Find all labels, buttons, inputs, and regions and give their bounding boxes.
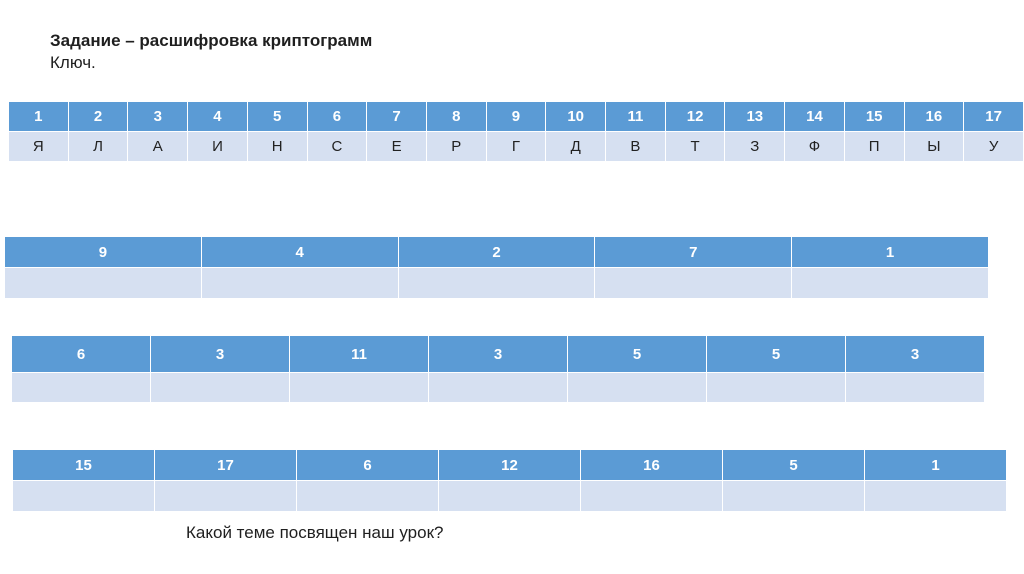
answer-cell[interactable] [289,372,429,403]
cipher-number-cell: 2 [397,236,596,268]
cipher-number-cell: 16 [580,449,723,481]
key-number-cell: 2 [67,101,129,132]
key-letter-cell: Н [246,131,308,162]
cipher-number-cell: 6 [296,449,439,481]
answer-cell[interactable] [722,480,865,512]
key-number-cell: 4 [187,101,248,132]
answer-cell[interactable] [428,372,568,403]
key-number-cell: 10 [545,101,607,132]
cipher-number-cell: 3 [845,335,985,373]
answer-cell[interactable] [154,480,297,512]
answer-cell[interactable] [4,267,202,299]
key-number-cell: 15 [843,101,905,132]
key-letter-cell: П [843,131,905,162]
cipher-number-cell: 1 [864,449,1007,481]
page-title: Задание – расшифровка криптограмм [50,31,373,50]
question-text: Какой теме посвящен наш урок? [186,523,444,542]
key-letter-cell: Е [366,131,427,162]
cipher-number-cell: 12 [438,449,581,481]
answer-cell[interactable] [12,480,155,512]
key-numbers-row: 1 2 3 4 5 6 7 8 9 10 11 12 13 14 15 16 17 [8,101,1024,132]
key-letter-cell: Т [664,131,726,162]
cipher-numbers-row: 15 17 6 12 16 5 1 [12,449,1007,481]
key-letter-cell: У [963,131,1024,162]
key-number-cell: 17 [963,101,1024,132]
key-number-cell: 9 [485,101,547,132]
answer-cell[interactable] [864,480,1007,512]
cipher-number-cell: 5 [706,335,846,373]
key-number-cell: 1 [8,101,69,132]
key-letter-cell: Я [8,131,69,162]
cipher-numbers-row: 6 3 11 3 5 5 3 [11,335,985,373]
key-number-cell: 11 [605,101,666,132]
cipher-answer-row [4,267,989,299]
key-letter-cell: В [605,131,666,162]
answer-cell[interactable] [438,480,581,512]
cipher-number-cell: 5 [722,449,865,481]
answer-cell[interactable] [580,480,723,512]
cipher-number-cell: 4 [200,236,399,268]
key-letter-cell: З [724,131,786,162]
key-letter-cell: Л [67,131,129,162]
key-number-cell: 5 [246,101,308,132]
answer-cell[interactable] [706,372,846,403]
answer-cell[interactable] [594,267,793,299]
key-number-cell: 6 [306,101,368,132]
cipher-answer-row [11,372,985,403]
answer-cell[interactable] [567,372,707,403]
cipher-table-3: 15 17 6 12 16 5 1 [12,449,1007,512]
answer-cell[interactable] [791,267,989,299]
answer-cell[interactable] [200,267,399,299]
key-number-cell: 14 [784,101,845,132]
key-number-cell: 13 [724,101,786,132]
cipher-number-cell: 9 [4,236,202,268]
answer-cell[interactable] [845,372,985,403]
cipher-number-cell: 11 [289,335,429,373]
cipher-answer-row [12,480,1007,512]
key-number-cell: 16 [903,101,965,132]
answer-cell[interactable] [11,372,151,403]
key-letter-cell: А [127,131,189,162]
cipher-number-cell: 17 [154,449,297,481]
key-number-cell: 3 [127,101,189,132]
cipher-number-cell: 6 [11,335,151,373]
cipher-table-2: 6 3 11 3 5 5 3 [11,335,985,403]
key-number-cell: 7 [366,101,427,132]
answer-cell[interactable] [150,372,290,403]
key-letter-cell: Ы [903,131,965,162]
cipher-number-cell: 5 [567,335,707,373]
key-letter-cell: С [306,131,368,162]
key-letter-cell: Г [485,131,547,162]
cipher-number-cell: 3 [150,335,290,373]
page-subtitle: Ключ. [50,53,96,72]
answer-cell[interactable] [397,267,596,299]
key-letter-cell: Ф [784,131,845,162]
cipher-number-cell: 3 [428,335,568,373]
cipher-number-cell: 1 [791,236,989,268]
key-letter-cell: Д [545,131,607,162]
key-letter-cell: Р [425,131,487,162]
key-number-cell: 12 [664,101,726,132]
cipher-number-cell: 15 [12,449,155,481]
cipher-number-cell: 7 [594,236,793,268]
key-number-cell: 8 [425,101,487,132]
key-letter-cell: И [187,131,248,162]
answer-cell[interactable] [296,480,439,512]
